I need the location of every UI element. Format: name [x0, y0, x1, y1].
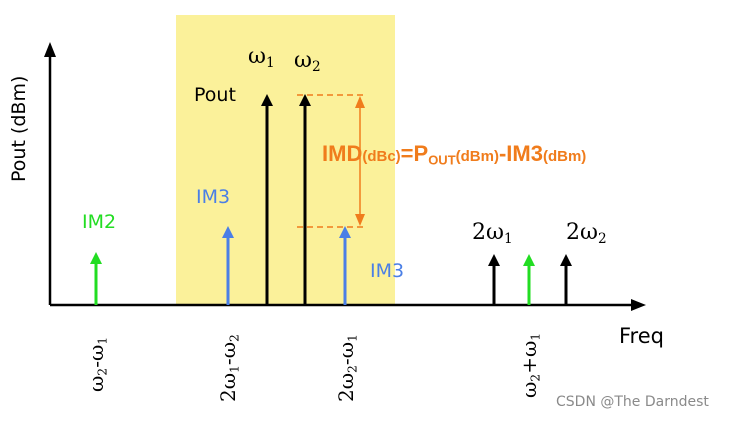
highlight-band	[176, 15, 395, 305]
omega1-arrow	[261, 94, 273, 305]
harm-2omega2-label: 2ω2	[566, 220, 607, 247]
im3-right-arrow	[339, 226, 351, 305]
tick-label-2w1-minus-w2: 2ω1-ω2	[216, 334, 242, 402]
watermark: CSDN @The Darndest	[556, 394, 709, 410]
tick-label-w2-plus-w1: ω2+ω1	[517, 332, 543, 398]
im3-left-arrow	[222, 226, 234, 305]
imd-arrow-up	[355, 96, 365, 108]
im3-left-label: IM3	[196, 186, 231, 208]
imd-formula: IMD(dBc)=POUT(dBm)-IM3(dBm)	[322, 141, 587, 168]
x-axis-arrowhead	[631, 299, 646, 311]
harm-2omega1-label: 2ω1	[472, 220, 513, 247]
im2-right-arrow	[523, 254, 535, 305]
y-axis-label: Pout (dBm)	[8, 75, 30, 182]
y-axis-arrowhead	[44, 42, 56, 57]
imd-arrow-down	[355, 214, 365, 226]
omega2-arrow	[299, 94, 311, 305]
omega2-label: ω2	[294, 48, 321, 75]
im2-left-arrow	[90, 252, 102, 305]
im2-label: IM2	[82, 211, 117, 233]
im3-right-label: IM3	[370, 260, 405, 282]
omega1-label: ω1	[248, 44, 275, 71]
tick-label-w2-minus-w1: ω2-ω1	[84, 336, 110, 392]
harm-2omega1-arrow	[488, 254, 500, 305]
tick-label-2w2-minus-w1: 2ω2-ω1	[334, 334, 360, 402]
harm-2omega2-arrow	[560, 254, 572, 305]
x-axis-label: Freq	[619, 324, 664, 348]
pout-label: Pout	[194, 84, 236, 106]
